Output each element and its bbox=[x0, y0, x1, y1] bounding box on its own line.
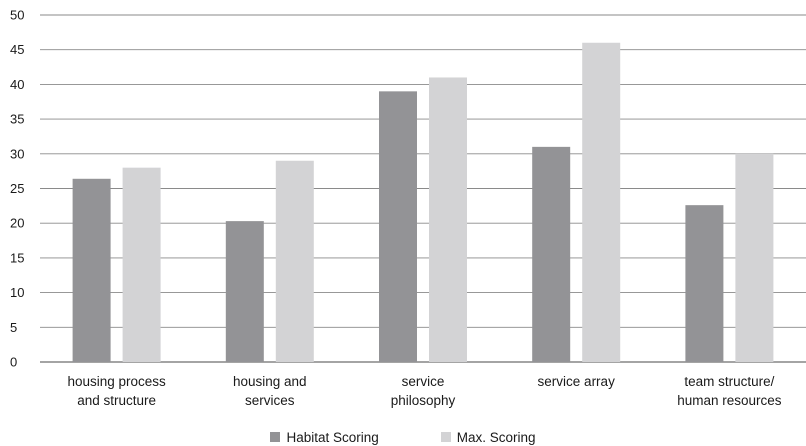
bar-habitat bbox=[685, 205, 724, 362]
y-tick-label: 5 bbox=[10, 320, 17, 335]
x-category-label: service array bbox=[538, 374, 616, 389]
y-tick-label: 50 bbox=[10, 8, 24, 23]
x-axis-categories: housing process and structure housing and s… bbox=[67, 374, 781, 408]
legend-item-habitat: Habitat Scoring bbox=[270, 428, 379, 446]
bar-max bbox=[275, 160, 314, 362]
y-tick-label: 0 bbox=[10, 355, 17, 370]
bar-max bbox=[735, 153, 774, 362]
y-tick-label: 35 bbox=[10, 112, 24, 127]
bars bbox=[72, 42, 774, 363]
gridlines bbox=[40, 14, 806, 363]
bar-max bbox=[582, 42, 621, 362]
legend-label-habitat: Habitat Scoring bbox=[286, 429, 379, 445]
y-tick-label: 15 bbox=[10, 250, 24, 265]
y-axis-ticks: 0 5 10 15 20 25 30 35 40 45 50 bbox=[10, 8, 24, 370]
y-tick-label: 40 bbox=[10, 77, 24, 92]
legend-swatch-max bbox=[440, 432, 451, 442]
legend: Habitat Scoring Max. Scoring bbox=[0, 428, 806, 446]
y-tick-label: 10 bbox=[10, 285, 24, 300]
y-tick-label: 30 bbox=[10, 146, 24, 161]
legend-swatch-habitat bbox=[270, 432, 281, 442]
bar-max bbox=[122, 167, 161, 362]
bar-habitat bbox=[532, 146, 571, 362]
x-category-label: housing and bbox=[233, 374, 307, 389]
y-tick-label: 25 bbox=[10, 181, 24, 196]
x-category-label: housing process bbox=[67, 374, 166, 389]
legend-item-max: Max. Scoring bbox=[440, 428, 536, 446]
bar-habitat bbox=[72, 178, 111, 362]
x-category-label: services bbox=[245, 393, 295, 408]
y-tick-label: 45 bbox=[10, 42, 24, 57]
bar-max bbox=[429, 77, 467, 363]
legend-label-max: Max. Scoring bbox=[456, 429, 536, 445]
bar-habitat bbox=[379, 91, 417, 362]
y-tick-label: 20 bbox=[10, 216, 24, 231]
bar-habitat bbox=[225, 221, 264, 362]
x-category-label: team structure/ bbox=[684, 374, 774, 389]
x-category-label: service bbox=[402, 374, 445, 389]
x-category-label: and structure bbox=[77, 393, 156, 408]
x-category-label: human resources bbox=[677, 393, 782, 408]
x-category-label: philosophy bbox=[391, 393, 456, 408]
